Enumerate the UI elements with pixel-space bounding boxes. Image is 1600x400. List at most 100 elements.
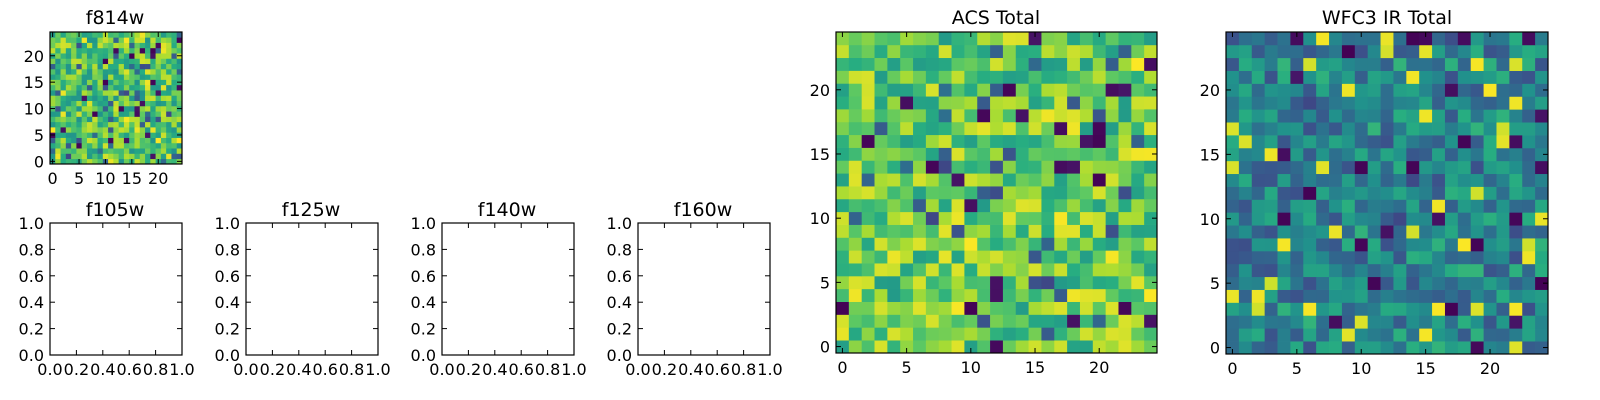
heatmap-cell: [1303, 186, 1317, 200]
heatmap-cell: [76, 47, 83, 54]
heatmap-cell: [1380, 122, 1394, 136]
heatmap-cell: [1406, 341, 1420, 355]
heatmap-cell: [81, 116, 88, 123]
heatmap-cell: [134, 158, 141, 165]
heatmap-cell: [71, 37, 77, 43]
heatmap-cell: [1092, 288, 1106, 302]
heatmap-cell: [166, 47, 172, 54]
heatmap-cell: [134, 148, 141, 154]
heatmap-cells-f814w: [50, 32, 183, 165]
heatmap-cell: [1303, 328, 1317, 342]
heatmap-cell: [81, 68, 88, 75]
heatmap-cell: [160, 148, 167, 154]
heatmap-cell: [155, 148, 162, 154]
heatmap-cell: [874, 288, 888, 302]
heatmap-cell: [1432, 212, 1446, 226]
heatmap-cell: [861, 70, 875, 84]
heatmap-cell: [1028, 121, 1042, 136]
heatmap-cell: [145, 127, 151, 133]
heatmap-cell: [145, 63, 151, 70]
heatmap-cell: [951, 121, 965, 136]
heatmap-cell: [1092, 263, 1106, 277]
x-tick-label: 0.8: [143, 360, 168, 379]
heatmap-cell: [1457, 44, 1472, 59]
heatmap-cell: [71, 74, 77, 80]
heatmap-cell: [1251, 44, 1265, 59]
heatmap-cell: [1079, 224, 1094, 238]
heatmap-cell: [990, 250, 1004, 264]
heatmap-cell: [1015, 147, 1029, 161]
heatmap-cell: [1264, 147, 1278, 162]
heatmap-cell: [55, 90, 61, 96]
heatmap-cell: [938, 57, 952, 71]
heatmap-cell: [76, 153, 83, 160]
heatmap-cell: [129, 148, 135, 154]
x-tick-label: 20: [1089, 358, 1109, 377]
heatmap-cell: [86, 148, 93, 154]
heatmap-cell: [160, 142, 167, 149]
heatmap-cell: [990, 57, 1004, 71]
heatmap-cell: [102, 142, 109, 149]
heatmap-cell: [900, 237, 914, 251]
heatmap-cell: [1444, 70, 1459, 84]
heatmap-cell: [1015, 327, 1029, 341]
heatmap-cell: [1131, 57, 1145, 71]
heatmap-cell: [848, 147, 863, 161]
heatmap-cell: [150, 111, 156, 117]
heatmap-cell: [848, 121, 863, 136]
heatmap-cell: [1496, 147, 1510, 162]
heatmap-cell: [1303, 315, 1317, 329]
heatmap-cell: [118, 100, 125, 107]
heatmap-cell: [92, 74, 98, 80]
heatmap-cell: [1393, 109, 1407, 123]
heatmap-cell: [913, 327, 927, 341]
heatmap-cell: [71, 111, 77, 117]
heatmap-cell: [81, 132, 88, 138]
heatmap-cell: [1470, 57, 1484, 71]
heatmap-cell: [97, 121, 104, 128]
heatmap-cell: [1367, 122, 1381, 136]
heatmap-cell: [1329, 276, 1343, 290]
heatmap-cell: [1380, 147, 1394, 162]
heatmap-cell: [1367, 160, 1381, 175]
heatmap-cell: [1015, 314, 1029, 328]
heatmap-cell: [60, 127, 67, 133]
heatmap-cell: [1406, 135, 1420, 149]
heatmap-cell: [92, 132, 98, 138]
heatmap-cell: [1316, 315, 1330, 329]
heatmap-cell: [1419, 96, 1433, 110]
heatmap-cell: [113, 158, 119, 165]
heatmap-cell: [86, 68, 93, 75]
heatmap-cell: [81, 58, 88, 65]
heatmap-cell: [65, 142, 72, 149]
heatmap-cell: [1367, 341, 1381, 355]
heatmap-cell: [1015, 32, 1029, 46]
heatmap-cell: [1015, 275, 1029, 290]
heatmap-cell: [139, 121, 146, 128]
heatmap-cell: [50, 63, 56, 70]
heatmap-cell: [1303, 32, 1317, 46]
heatmap-cell: [1406, 57, 1420, 71]
heatmap-cell: [964, 70, 978, 84]
heatmap-cell: [86, 158, 93, 165]
heatmap-cell: [134, 111, 141, 117]
heatmap-cell: [990, 327, 1004, 341]
heatmap-cell: [1238, 263, 1253, 278]
heatmap-cell: [1432, 160, 1446, 175]
heatmap-cell: [71, 47, 77, 54]
heatmap-cell: [1457, 199, 1472, 213]
heatmap-cell: [1509, 57, 1523, 71]
heatmap-cell: [1380, 238, 1394, 252]
y-tick-label: 0.0: [607, 346, 632, 365]
heatmap-cell: [139, 100, 146, 107]
heatmap-cell: [97, 100, 104, 107]
heatmap-cell: [1470, 263, 1484, 278]
heatmap-cell: [1316, 250, 1330, 265]
heatmap-cell: [1432, 289, 1446, 303]
heatmap-cell: [1092, 109, 1106, 123]
x-tick-label: 1.0: [365, 360, 390, 379]
heatmap-cell: [1406, 96, 1420, 110]
heatmap-cell: [134, 90, 141, 96]
heatmap-cell: [861, 160, 875, 174]
